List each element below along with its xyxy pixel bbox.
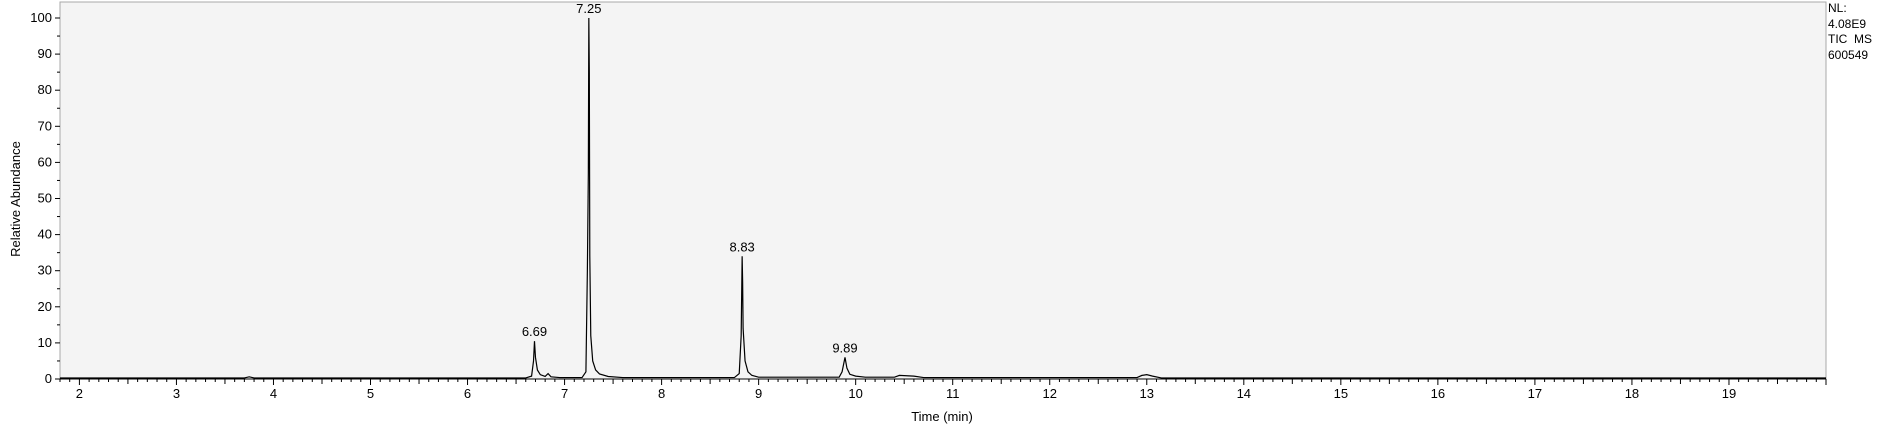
y-tick-label: 40 <box>38 227 52 242</box>
nl-value: 4.08E9 <box>1828 16 1867 31</box>
x-tick-label: 12 <box>1043 386 1057 401</box>
tic-trace <box>60 17 1826 379</box>
y-tick-label: 50 <box>38 191 52 206</box>
x-tick-label: 13 <box>1140 386 1154 401</box>
peak-labels: 6.69 7.25 8.83 9.89 <box>522 1 858 355</box>
x-tick-label: 4 <box>270 386 277 401</box>
y-tick-label: 90 <box>38 46 52 61</box>
y-tick-label: 80 <box>38 82 52 97</box>
y-axis: 0 10 20 30 40 50 60 70 80 90 100 <box>30 10 60 386</box>
x-tick-label: 15 <box>1334 386 1348 401</box>
sample-id: 600549 <box>1828 47 1869 62</box>
x-tick-label: 5 <box>367 386 374 401</box>
y-tick-label: 20 <box>38 299 52 314</box>
x-tick-label: 3 <box>173 386 180 401</box>
trace-type: TIC MS <box>1828 32 1872 46</box>
x-tick-label: 6 <box>464 386 471 401</box>
x-tick-label: 19 <box>1722 386 1736 401</box>
x-axis-label: Time (min) <box>911 409 973 424</box>
x-tick-label: 2 <box>76 386 83 401</box>
peak-label: 6.69 <box>522 324 547 339</box>
y-tick-label: 30 <box>38 263 52 278</box>
peak-label: 9.89 <box>832 340 857 355</box>
y-tick-label: 60 <box>38 154 52 169</box>
y-axis-label: Relative Abundance <box>8 141 23 257</box>
x-tick-label: 11 <box>946 386 960 401</box>
y-tick-label: 100 <box>30 10 52 25</box>
x-tick-label: 14 <box>1237 386 1251 401</box>
nl-label: NL: <box>1828 1 1847 15</box>
x-tick-label: 8 <box>658 386 665 401</box>
x-tick-label: 7 <box>561 386 568 401</box>
x-tick-label: 16 <box>1431 386 1445 401</box>
trace-info: NL: 4.08E9 TIC MS 600549 <box>1828 1 1872 63</box>
x-axis: 2 3 4 5 6 7 8 9 10 11 12 13 14 15 16 17 18 19 <box>59 378 1827 401</box>
y-tick-label: 10 <box>38 335 52 350</box>
x-tick-label: 17 <box>1528 386 1542 401</box>
peak-label: 7.25 <box>576 1 601 16</box>
x-tick-label: 18 <box>1625 386 1639 401</box>
y-tick-label: 70 <box>38 118 52 133</box>
peak-label: 8.83 <box>729 239 754 254</box>
y-tick-label: 0 <box>45 371 52 386</box>
x-tick-label: 10 <box>848 386 862 401</box>
x-tick-label: 9 <box>755 386 762 401</box>
plot-area <box>59 1 1827 380</box>
